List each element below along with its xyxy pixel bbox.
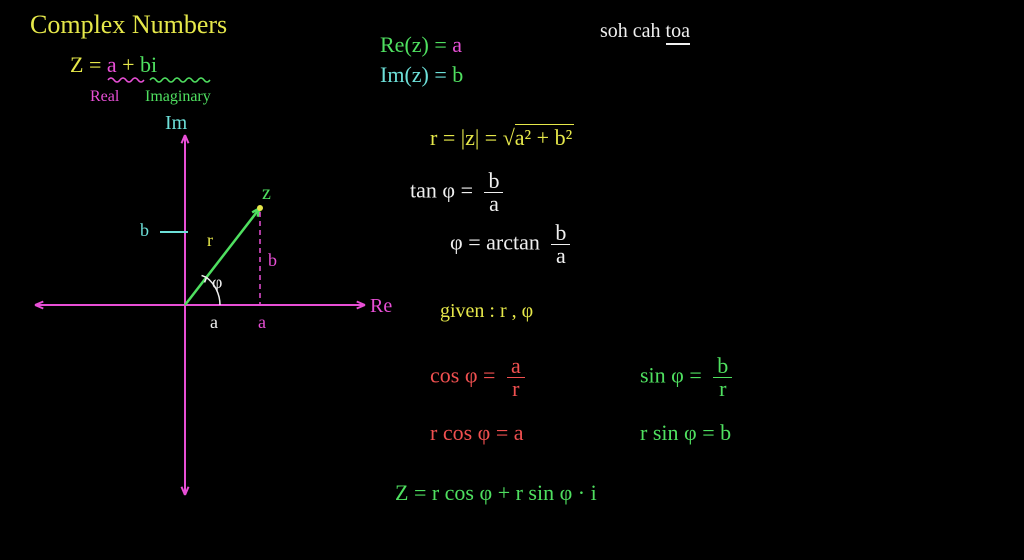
label-a-axis: a [210,312,218,333]
complex-plane [0,0,1024,560]
formula-polar: Z = r cos φ + r sin φ · i [395,480,597,506]
label-r: r [207,230,213,251]
label-a-bottom: a [258,312,266,333]
label-phi: φ [212,272,222,293]
point-label-z: z [262,182,271,205]
label-b-right: b [268,250,277,271]
label-b-tick: b [140,220,149,241]
formula-cos-phi: cos φ = ar [430,355,525,400]
formula-sin-phi: sin φ = br [640,355,732,400]
formula-arctan: φ = arctan ba [450,222,570,267]
axis-label-re: Re [370,295,392,318]
formula-rcos: r cos φ = a [430,420,524,446]
formula-tan-phi: tan φ = ba [410,170,503,215]
formula-rsin: r sin φ = b [640,420,731,446]
formula-given: given : r , φ [440,300,533,323]
axis-label-im: Im [165,112,187,135]
formula-r-magnitude: r = |z| = √a² + b² [430,125,574,154]
